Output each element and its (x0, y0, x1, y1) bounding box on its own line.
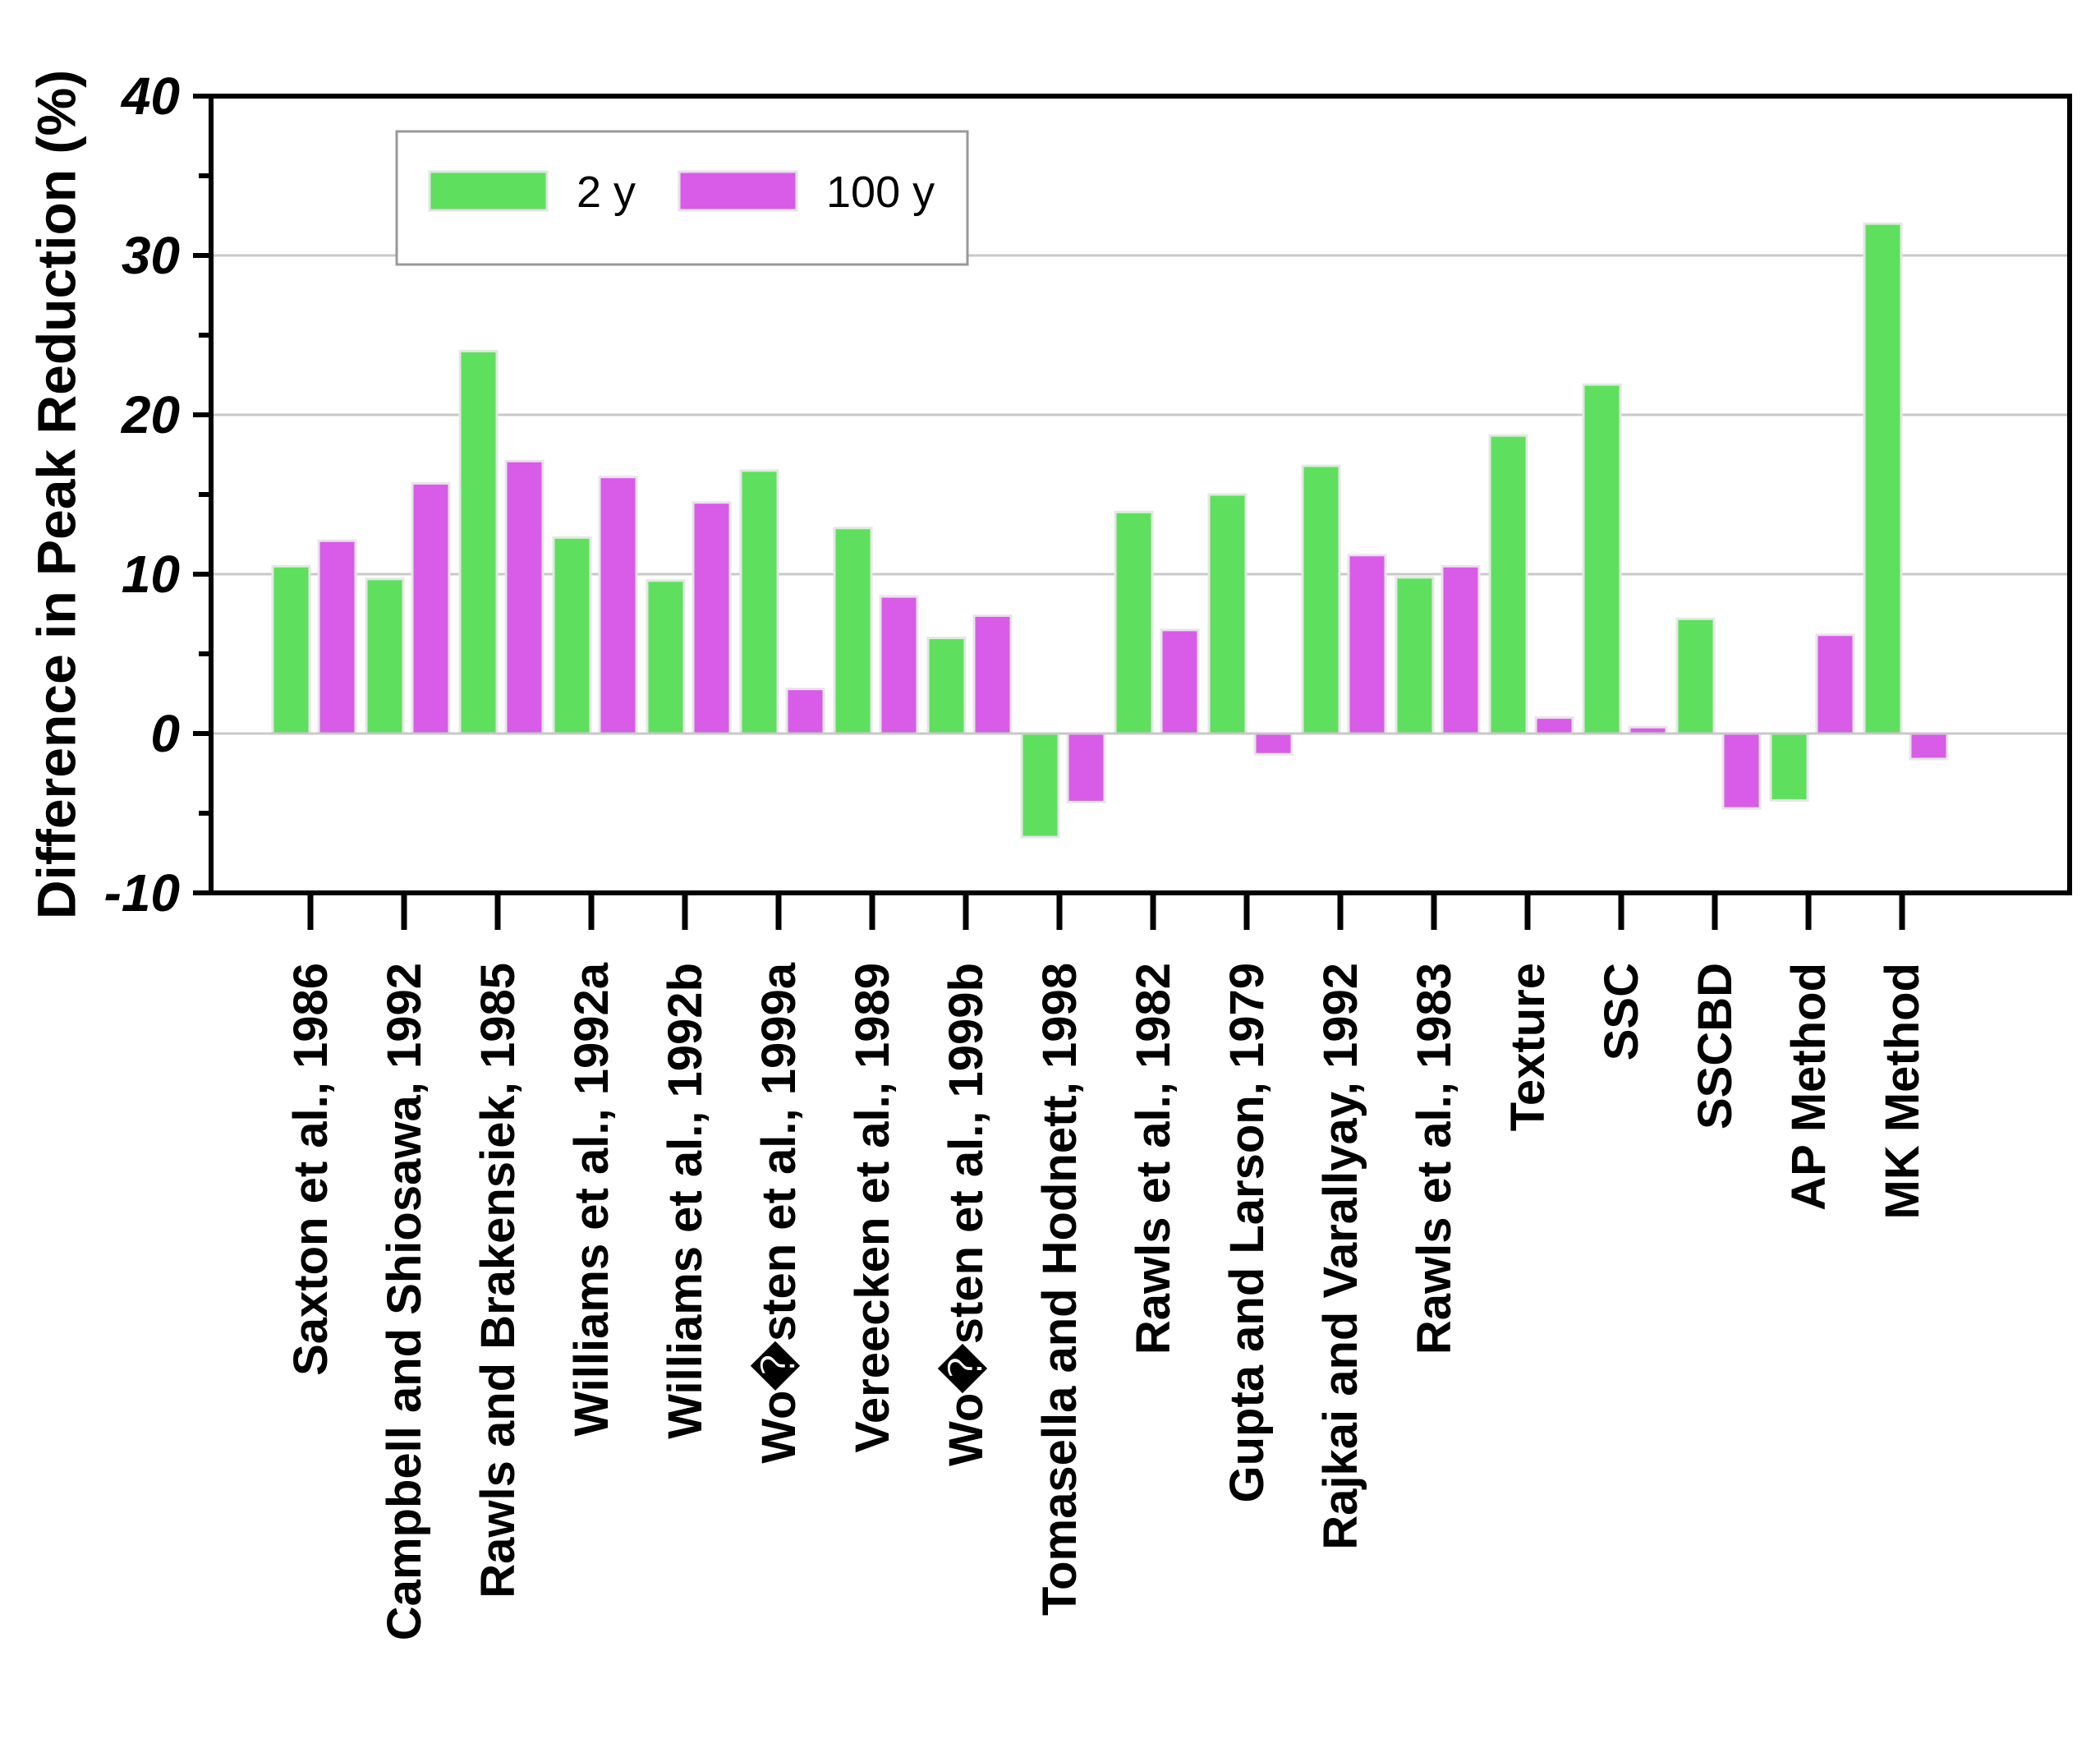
y-tick-label: 40 (120, 67, 180, 126)
x-category-label: Saxton et al., 1986 (284, 963, 338, 1376)
bar-2y (1582, 383, 1622, 735)
bar-100y (1721, 732, 1762, 810)
x-category-label: Campbell and Shiosawa, 1992 (378, 963, 431, 1640)
y-tick-label: 30 (122, 226, 180, 285)
bar-100y (785, 688, 825, 735)
legend-swatch-100y (678, 170, 798, 212)
y-tick-label: 10 (122, 545, 180, 604)
x-category-label: MK Method (1876, 963, 1929, 1220)
x-axis: Saxton et al., 1986 Campbell and Shiosawa… (284, 893, 1929, 1640)
bar-2y (1675, 617, 1716, 735)
bar-100y (1253, 732, 1294, 756)
x-category-label: Rawls et al., 1983 (1408, 963, 1461, 1355)
x-category-label: Rawls et al., 1982 (1127, 963, 1180, 1355)
x-category-label: AP Method (1782, 963, 1836, 1211)
x-category-label: Gupta and Larson, 1979 (1220, 963, 1274, 1503)
bar-100y (411, 481, 451, 735)
x-category-label: SSC (1595, 963, 1648, 1060)
bar-100y (1066, 732, 1106, 803)
bar-2y (739, 469, 779, 735)
bar-100y (1347, 554, 1387, 735)
y-tick-label: -10 (104, 863, 181, 922)
x-category-label: Texture (1501, 963, 1555, 1131)
bar-2y (926, 637, 967, 735)
bar-2y (552, 536, 592, 735)
y-axis: -10 0 10 20 30 40 (104, 67, 211, 922)
bar-2y (646, 579, 686, 735)
bar-100y (1441, 564, 1481, 735)
bar-100y (1534, 716, 1574, 735)
bar-100y (1160, 628, 1200, 735)
bar-100y (1815, 633, 1855, 735)
bar-100y (879, 595, 919, 735)
bar-2y (1863, 222, 1903, 735)
legend-label-100y: 100 y (826, 168, 935, 217)
x-category-label: Vereecken et al., 1989 (846, 963, 899, 1453)
bar-100y (972, 614, 1013, 735)
bar-2y (458, 349, 499, 735)
bar-2y (833, 527, 873, 735)
legend-swatch-2y (428, 170, 549, 212)
bar-2y (1020, 732, 1060, 839)
x-category-label: Rawls and Brakensiek, 1985 (471, 963, 525, 1598)
y-tick-label: 20 (121, 385, 180, 444)
x-category-label: Rajkai and Varallyay, 1992 (1314, 963, 1367, 1550)
bar-2y (365, 577, 405, 735)
bar-2y (1395, 576, 1435, 735)
bar-100y (692, 501, 732, 735)
x-category-label: Tomasella and Hodnett, 1998 (1033, 963, 1087, 1616)
bar-100y (598, 476, 638, 735)
x-category-label: Wo�sten et al., 1999a (750, 962, 806, 1463)
bar-2y (271, 564, 311, 735)
legend: 2 y 100 y (395, 130, 969, 266)
x-category-label: Williams et al., 1992b (659, 963, 712, 1439)
x-category-label: Williams et al., 1992a (565, 962, 618, 1436)
y-tick-label: 0 (150, 704, 180, 763)
x-category-label: SSCBD (1689, 963, 1742, 1129)
bar-2y (1769, 732, 1809, 802)
bars (211, 222, 2070, 839)
bar-2y (1207, 493, 1248, 735)
legend-label-2y: 2 y (577, 168, 636, 217)
bar-100y (1909, 732, 1949, 761)
bar-2y (1488, 434, 1528, 735)
y-axis-title: Difference in Peak Reduction (%) (25, 70, 86, 919)
x-category-label: Wo�sten et al., 1999b (937, 963, 993, 1466)
bar-2y (1301, 464, 1341, 735)
bar-2y (1114, 510, 1154, 735)
bar-100y (504, 459, 545, 735)
bar-100y (317, 539, 357, 735)
